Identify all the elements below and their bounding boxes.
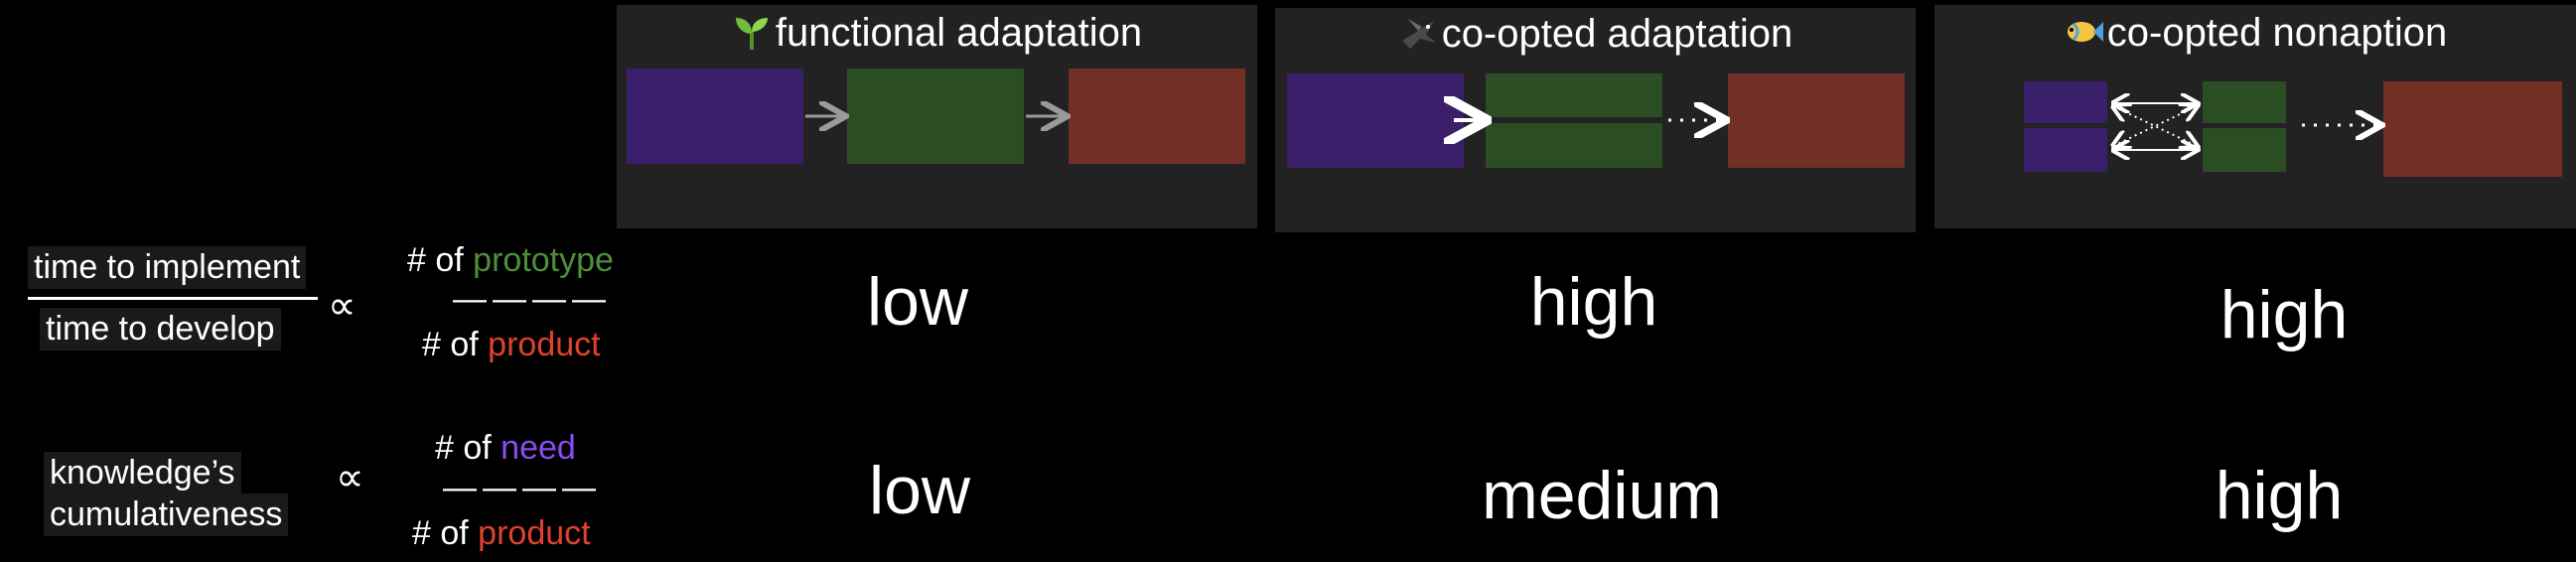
fraction-denominator: time to develop (40, 308, 281, 351)
ratio-bottom-prefix: # of (412, 514, 479, 552)
product-block (2383, 81, 2562, 177)
value-co-opted-adaptation: medium (1482, 458, 1722, 533)
need-block-upper (2024, 81, 2107, 123)
value-co-opted-nonaption: high (2215, 458, 2344, 533)
ratio-bottom: # of product (422, 326, 601, 364)
ratio-top-prefix: # of (407, 241, 474, 279)
arrows (1275, 8, 1916, 232)
value-functional-adaptation: low (866, 264, 969, 340)
prototype-block-upper (1486, 73, 1662, 117)
fraction-bar (28, 297, 318, 300)
prototype-block-lower (1486, 123, 1662, 168)
ratio-bottom: # of product (412, 514, 591, 553)
panel-title: co-opted nonaption (1934, 11, 2576, 56)
value-co-opted-nonaption: high (2219, 277, 2349, 352)
proportional-symbol: ∝ (328, 284, 357, 328)
knowledge-label-line1: knowledge’s (44, 452, 241, 494)
ratio-top: # of need (435, 429, 576, 468)
need-block (627, 69, 803, 164)
value-co-opted-adaptation: high (1529, 264, 1658, 340)
ratio-bottom-prefix: # of (422, 326, 489, 363)
ratio-top-term: need (501, 429, 576, 467)
panel-title: functional adaptation (617, 11, 1257, 56)
arrows (805, 5, 1257, 228)
panel-co-opted-adaptation: co-opted adaptation (1275, 8, 1916, 232)
prototype-block-lower (2203, 128, 2286, 172)
value-functional-adaptation: low (868, 453, 971, 528)
arrows (1934, 5, 2576, 228)
seedling-icon (735, 18, 768, 50)
fish-icon (2067, 22, 2103, 42)
ratio-top-term: prototype (473, 241, 614, 279)
prototype-block-upper (2203, 81, 2286, 123)
panel-functional-adaptation: functional adaptation (617, 5, 1257, 228)
panel-title-text: functional adaptation (775, 11, 1143, 55)
product-block (1728, 73, 1905, 168)
ratio-top-prefix: # of (435, 429, 501, 467)
ratio-divider: ———— (453, 280, 612, 318)
ratio-bottom-term: product (478, 514, 591, 552)
bird-icon (1401, 19, 1436, 49)
knowledge-label-line2: cumulativeness (44, 493, 289, 536)
ratio-top: # of prototype (407, 241, 614, 280)
prototype-block (847, 69, 1024, 164)
panel-title: co-opted adaptation (1275, 12, 1916, 57)
panel-co-opted-nonaption: co-opted nonaption (1934, 5, 2576, 228)
need-block (1287, 73, 1464, 168)
fraction-numerator: time to implement (28, 246, 307, 289)
need-block-lower (2024, 128, 2107, 172)
ratio-bottom-term: product (488, 326, 601, 363)
proportional-symbol: ∝ (336, 456, 364, 499)
product-block (1069, 69, 1245, 164)
panel-title-text: co-opted nonaption (2106, 11, 2448, 55)
ratio-divider: ———— (443, 469, 602, 506)
panel-title-text: co-opted adaptation (1441, 12, 1793, 56)
